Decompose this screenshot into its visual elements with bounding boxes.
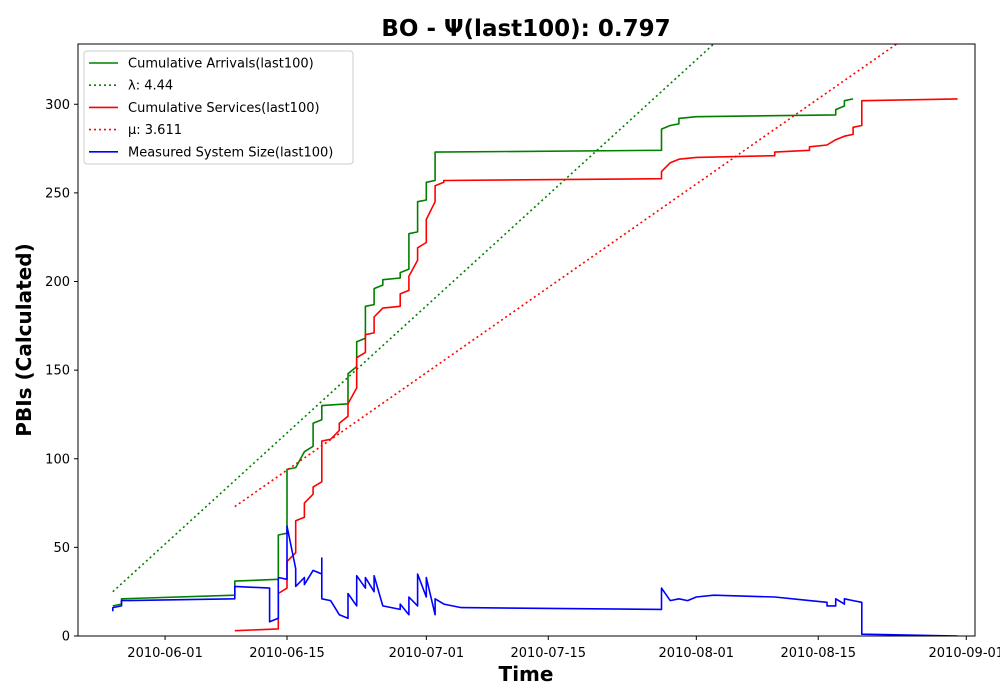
x-tick-label: 2010-07-01 [389, 646, 465, 661]
legend-label: λ: 4.44 [128, 79, 173, 94]
x-tick-label: 2010-06-15 [249, 646, 325, 661]
series-line-measured-system-size-last100 [112, 525, 958, 636]
y-tick-label: 250 [45, 186, 70, 201]
legend-frame [83, 50, 354, 165]
x-tick-label: 2010-09-01 [929, 646, 1000, 661]
legend-label: Cumulative Arrivals(last100) [128, 57, 314, 72]
x-axis: 2010-06-01 2010-06-15 2010-07-01 2010-07-15… [127, 636, 1000, 661]
y-tick-label: 300 [45, 98, 70, 113]
y-tick-label: 100 [45, 452, 70, 467]
x-tick-label: 2010-07-15 [510, 646, 586, 661]
y-tick-label: 150 [45, 364, 70, 379]
x-tick-label: 2010-06-01 [127, 646, 203, 661]
chart-title: BO - Ψ(last100): 0.797 [381, 16, 670, 42]
y-axis-title: PBIs (Calculated) [12, 243, 36, 436]
y-tick-label: 0 [62, 630, 70, 645]
legend-label: Cumulative Services(last100) [128, 101, 320, 116]
x-axis-title: Time [499, 662, 554, 686]
plot-area [112, 44, 958, 636]
y-axis: 0 50 100 150 200 250 300 [45, 98, 78, 645]
y-tick-label: 50 [53, 541, 70, 556]
x-tick-label: 2010-08-15 [780, 646, 856, 661]
legend: Cumulative Arrivals(last100) λ: 4.44 Cumul… [83, 50, 354, 165]
plot-frame [77, 43, 976, 637]
series-line-cumulative-services-last100 [234, 98, 958, 632]
series-line-4-44 [112, 44, 715, 593]
legend-label: Measured System Size(last100) [128, 145, 333, 160]
x-tick-label: 2010-08-01 [659, 646, 735, 661]
series-line-cumulative-arrivals-last100 [112, 98, 854, 607]
y-tick-label: 200 [45, 275, 70, 290]
legend-label: μ: 3.611 [128, 123, 182, 138]
